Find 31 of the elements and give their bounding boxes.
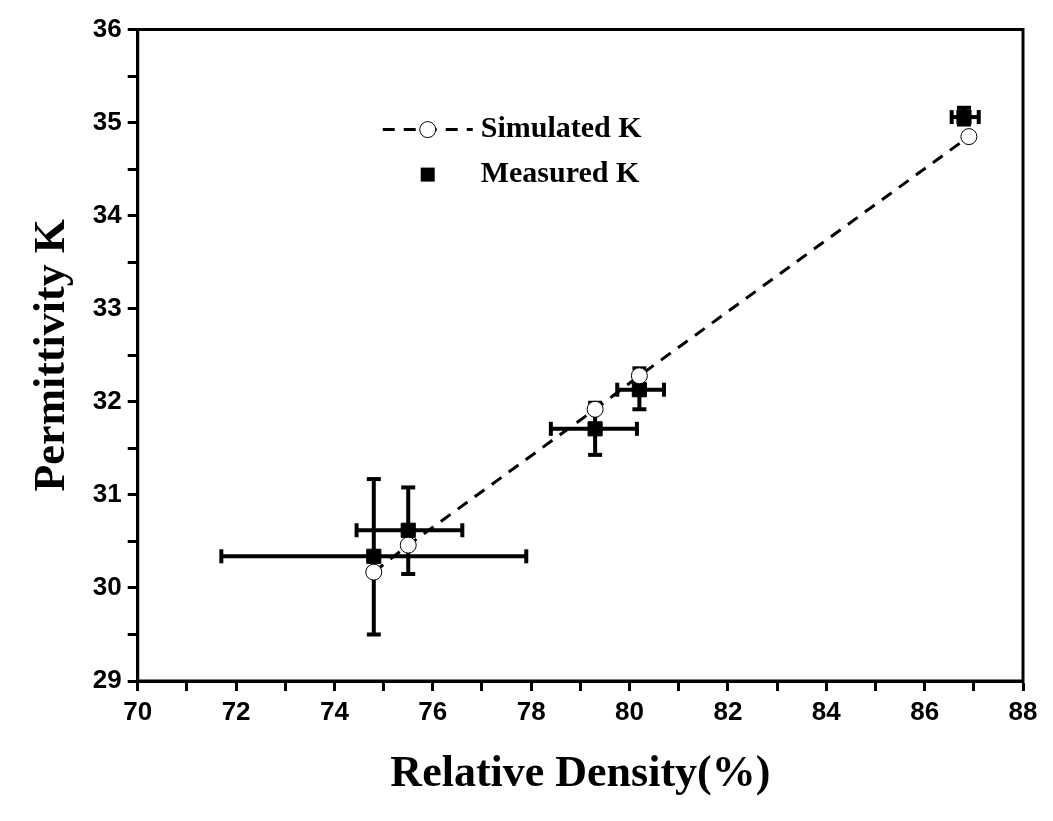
y-tick-label: 36 (92, 12, 122, 43)
y-tick-label: 34 (92, 198, 123, 229)
y-tick-label: 32 (92, 385, 122, 415)
point (366, 548, 382, 564)
x-tick-label: 76 (418, 695, 448, 726)
point (586, 400, 604, 418)
point (960, 128, 978, 146)
y-tick-label: 30 (92, 571, 122, 602)
point (587, 421, 603, 437)
x-tick-label: 74 (319, 695, 350, 726)
x-tick-label: 84 (811, 695, 842, 726)
point (631, 382, 647, 398)
x-axis-title: Relative Density(%) (390, 746, 771, 796)
x-tick-label: 80 (615, 695, 644, 726)
x-tick-label: 88 (1008, 695, 1038, 726)
x-tick-label: 86 (910, 695, 940, 726)
x-tick-label: 70 (123, 695, 153, 726)
x-tick-label: 72 (221, 695, 251, 726)
point (399, 536, 417, 554)
point (630, 367, 648, 385)
y-tick-label: 29 (92, 664, 122, 695)
x-tick-label: 82 (713, 695, 743, 726)
x-tick-label: 78 (516, 695, 546, 726)
y-tick-label: 31 (92, 478, 122, 509)
y-axis-title: Permittivity K (24, 219, 74, 492)
y-tick-label: 35 (92, 105, 122, 136)
point (400, 522, 416, 538)
legend-label: Simulated K (480, 110, 643, 144)
point (365, 563, 383, 581)
y-tick-label: 33 (92, 291, 122, 322)
legend-label: Measured K (480, 155, 640, 189)
